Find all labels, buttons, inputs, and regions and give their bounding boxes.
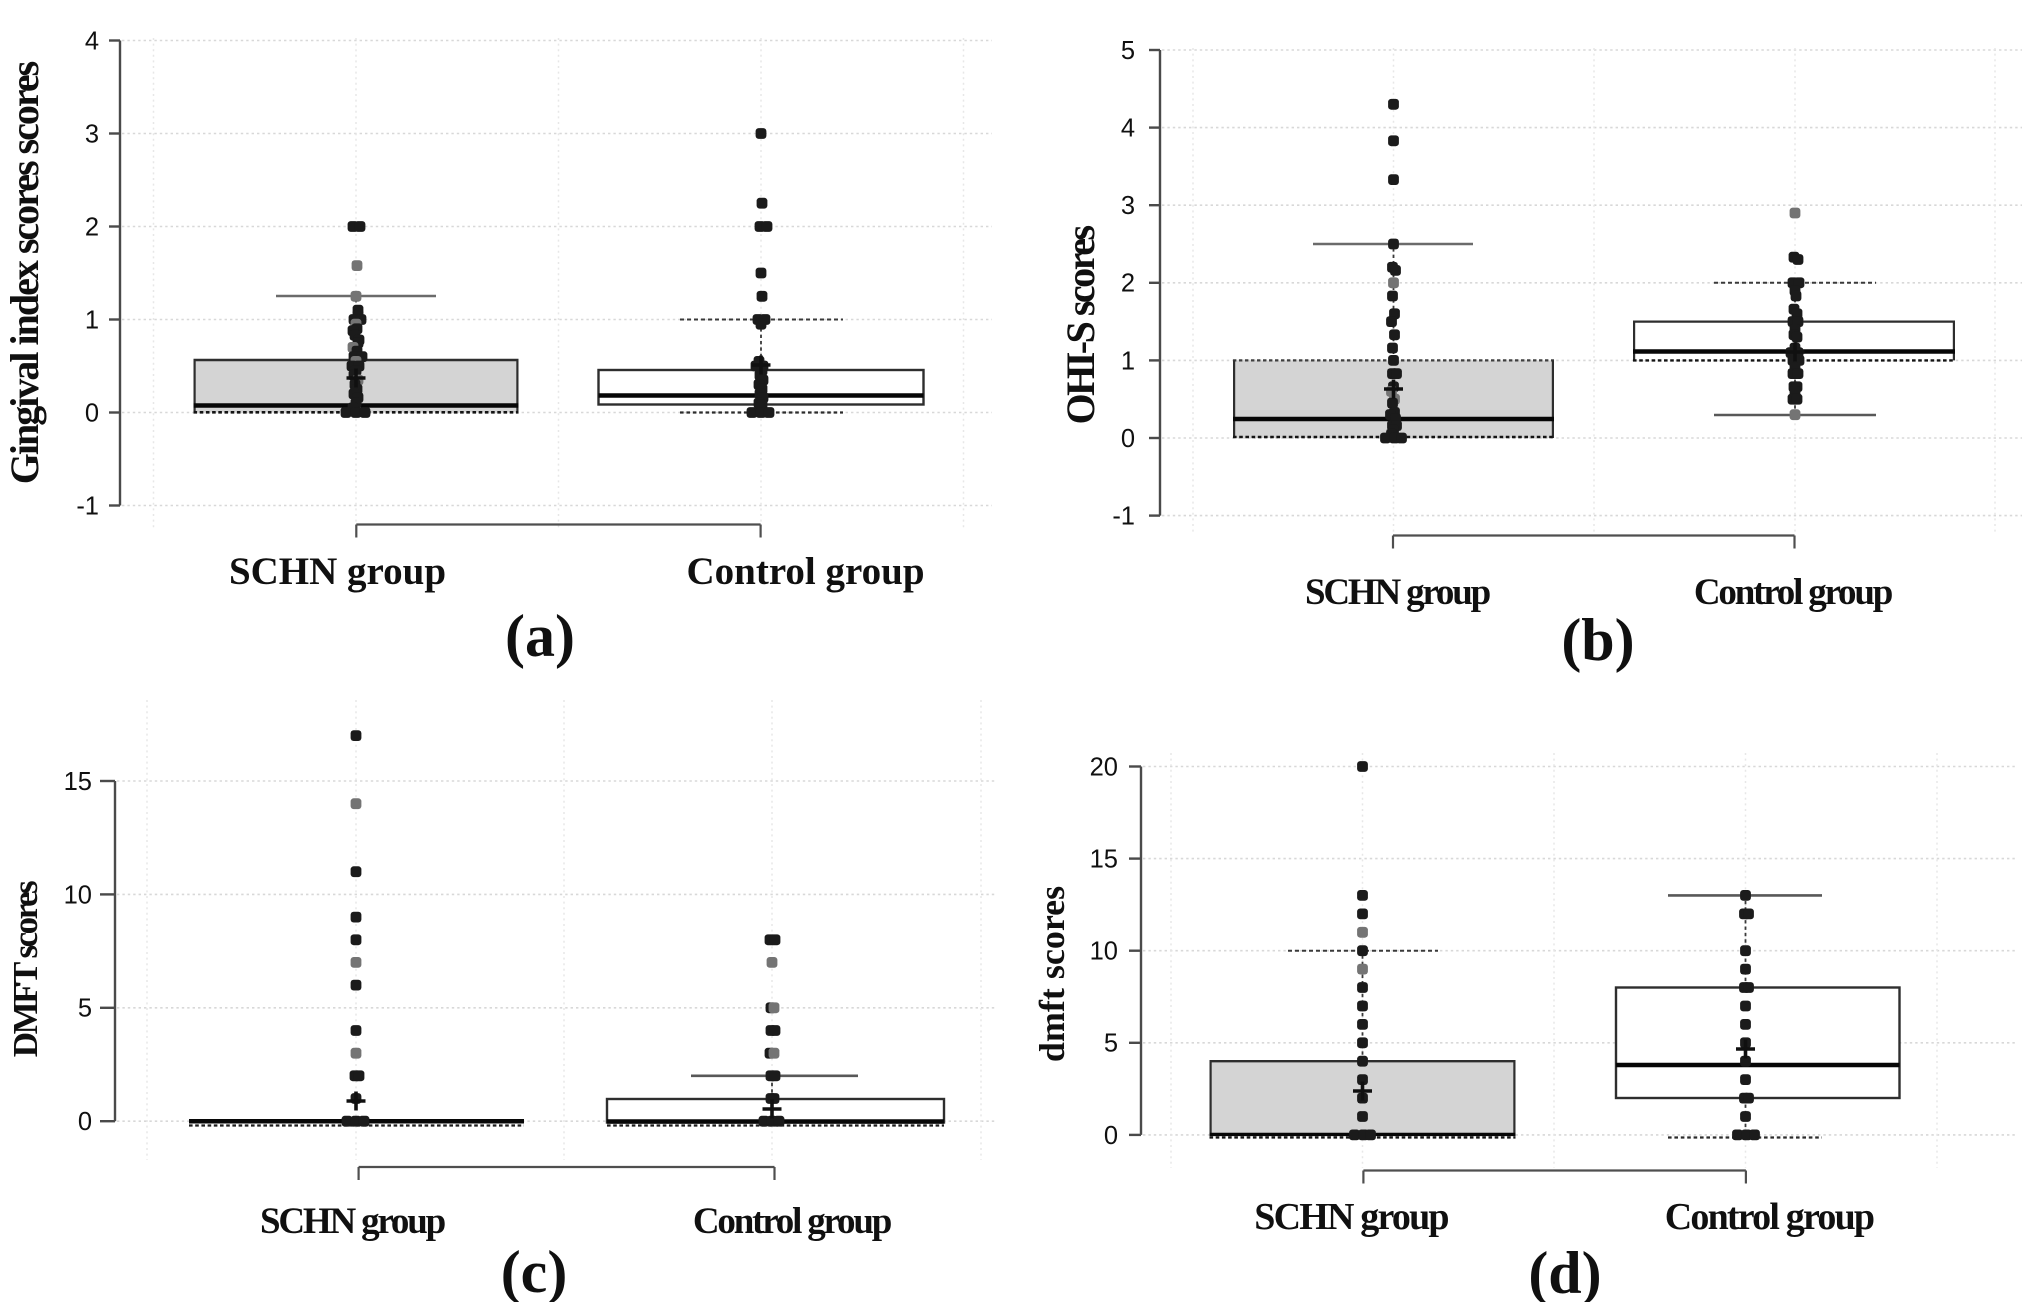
svg-text:(c): (c) [501,1239,568,1302]
svg-text:(a): (a) [505,603,575,669]
svg-text:2: 2 [85,213,99,241]
svg-text:0: 0 [1104,1122,1118,1150]
svg-text:15: 15 [64,768,92,796]
svg-text:5: 5 [1121,37,1135,65]
svg-text:0: 0 [85,399,99,427]
svg-text:20: 20 [1090,753,1118,781]
svg-text:Control group: Control group [686,550,924,593]
svg-text:15: 15 [1090,846,1118,874]
svg-text:0: 0 [1121,425,1135,453]
svg-text:OHI-S scores: OHI-S scores [1058,226,1103,425]
svg-text:Control group: Control group [1694,572,1893,613]
svg-text:1: 1 [1121,347,1135,375]
svg-text:SCHN group: SCHN group [1305,572,1491,613]
svg-text:SCHN group: SCHN group [1254,1196,1448,1238]
svg-text:SCHN group: SCHN group [260,1201,446,1242]
svg-text:1: 1 [85,306,99,334]
svg-text:Control group: Control group [1665,1196,1874,1238]
svg-text:10: 10 [64,881,92,909]
svg-text:Control group: Control group [693,1201,892,1242]
svg-text:dmft scores: dmft scores [1032,886,1072,1062]
svg-text:Gingival index scores scores: Gingival index scores scores [2,61,47,484]
svg-text:0: 0 [78,1108,92,1136]
svg-text:5: 5 [1104,1030,1118,1058]
svg-text:2: 2 [1121,270,1135,298]
svg-text:(b): (b) [1561,607,1634,673]
svg-text:-1: -1 [76,492,99,520]
svg-text:10: 10 [1090,938,1118,966]
svg-text:4: 4 [1121,115,1135,143]
svg-text:5: 5 [78,995,92,1023]
svg-text:(d): (d) [1528,1240,1601,1302]
svg-text:-1: -1 [1112,503,1135,531]
svg-text:3: 3 [85,120,99,148]
svg-text:DMFT scores: DMFT scores [6,881,45,1057]
svg-text:SCHN group: SCHN group [229,550,446,593]
svg-text:3: 3 [1121,192,1135,220]
svg-text:4: 4 [85,27,99,55]
